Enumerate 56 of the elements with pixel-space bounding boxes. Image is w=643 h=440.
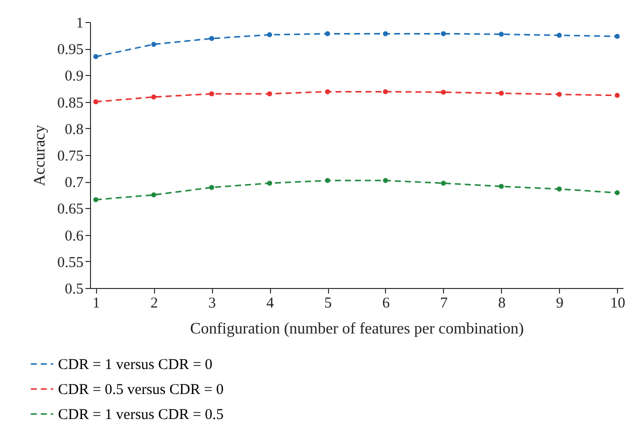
x-tick-label: 5 (324, 296, 332, 312)
point (614, 92, 620, 98)
point (151, 192, 156, 198)
x-tick-label: 7 (440, 296, 448, 312)
x-tick-label: 10 (610, 296, 626, 312)
point (382, 178, 388, 184)
y-tick-label: 0.6 (64, 228, 84, 244)
point (440, 31, 446, 36)
y-tick-label: 0.7 (64, 175, 84, 192)
point (382, 89, 388, 94)
point (325, 89, 330, 94)
point (498, 184, 504, 189)
point (151, 94, 156, 100)
x-tick-label: 4 (266, 296, 274, 312)
point (209, 36, 214, 41)
legend-label: CDR = 0.5 versus CDR = 0 (58, 382, 224, 398)
point (267, 91, 272, 96)
point (614, 190, 620, 196)
point (325, 31, 330, 36)
point (440, 90, 446, 95)
y-axis-title: Accuracy (31, 124, 48, 186)
point (209, 91, 214, 96)
point (614, 34, 620, 39)
y-tick-label: 0.55 (57, 254, 84, 271)
point (93, 54, 98, 60)
point (93, 197, 98, 202)
point (209, 184, 214, 190)
legend-label: CDR = 1 versus CDR = 0.5 (58, 407, 224, 423)
x-tick-label: 3 (208, 296, 216, 312)
y-tick-label: 0.95 (57, 42, 84, 58)
point (325, 178, 330, 184)
y-tick-label: 0.75 (57, 148, 84, 164)
x-tick-label: 6 (382, 296, 390, 312)
point (498, 90, 504, 96)
point (382, 31, 388, 36)
point (267, 32, 272, 38)
point (556, 32, 562, 38)
point (151, 42, 156, 47)
point (267, 180, 272, 186)
legend-label: CDR = 1 versus CDR = 0 (58, 357, 212, 373)
x-axis-title: Configuration (number of features per combination) (190, 320, 524, 338)
y-tick-label: 0.5 (64, 282, 84, 298)
point (498, 32, 504, 37)
point (440, 180, 446, 186)
x-tick-label: 2 (150, 296, 158, 312)
y-tick-label: 1 (76, 16, 84, 32)
point (556, 92, 562, 97)
y-tick-label: 0.65 (57, 202, 84, 218)
x-tick-label: 8 (498, 296, 506, 312)
y-tick-label: 0.9 (64, 68, 84, 85)
x-tick-label: 1 (92, 296, 100, 312)
point (556, 186, 562, 192)
y-tick-label: 0.8 (64, 122, 84, 138)
y-tick-label: 0.85 (57, 95, 84, 112)
x-tick-label: 9 (556, 296, 564, 312)
point (93, 99, 98, 104)
